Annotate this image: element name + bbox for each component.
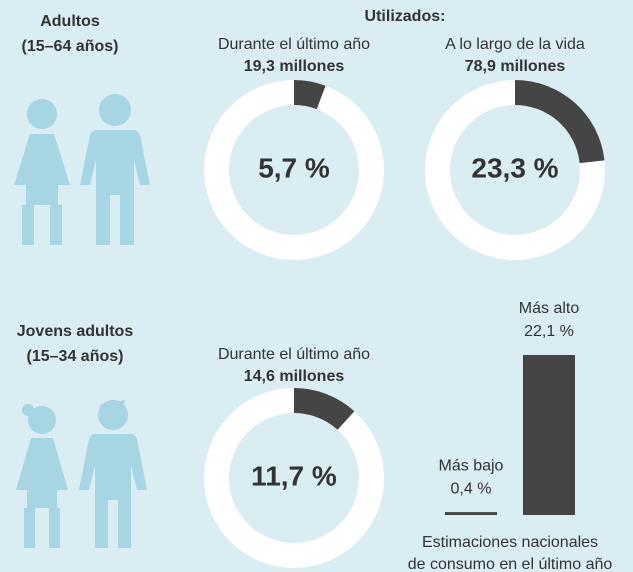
chart-subtitle: 14,6 millones <box>244 368 345 385</box>
category-label: Más alto <box>519 300 580 317</box>
value-label: 0,4 % <box>451 480 492 497</box>
value-label: 23,3 % <box>471 152 558 183</box>
group-label: (15–34 años) <box>27 348 124 365</box>
heading: Utilizados: <box>365 8 446 25</box>
group-label: Jovens adultos <box>17 323 134 340</box>
group-label: Adultos <box>40 13 100 30</box>
chart-subtitle: 78,9 millones <box>465 58 566 75</box>
donut-segment <box>294 388 355 430</box>
caption: Estimaciones nacionales <box>422 534 598 551</box>
donut-segment <box>294 80 326 110</box>
bar <box>445 512 497 515</box>
value-label: 5,7 % <box>258 152 330 183</box>
chart-title: Durante el último año <box>218 346 370 363</box>
category-label: Más bajo <box>439 457 504 474</box>
value-label: 22,1 % <box>524 323 574 340</box>
chart-title: Durante el último año <box>218 36 370 53</box>
caption: de consumo en el último año <box>408 556 613 572</box>
young-icons <box>16 400 147 548</box>
value-label: 11,7 % <box>251 460 337 491</box>
donut-segment <box>515 80 605 164</box>
bar <box>523 354 575 515</box>
adult-icons <box>14 94 150 245</box>
group-label: (15–64 años) <box>22 38 119 55</box>
chart-subtitle: 19,3 millones <box>244 58 345 75</box>
chart-title: A lo largo de la vida <box>445 36 585 53</box>
